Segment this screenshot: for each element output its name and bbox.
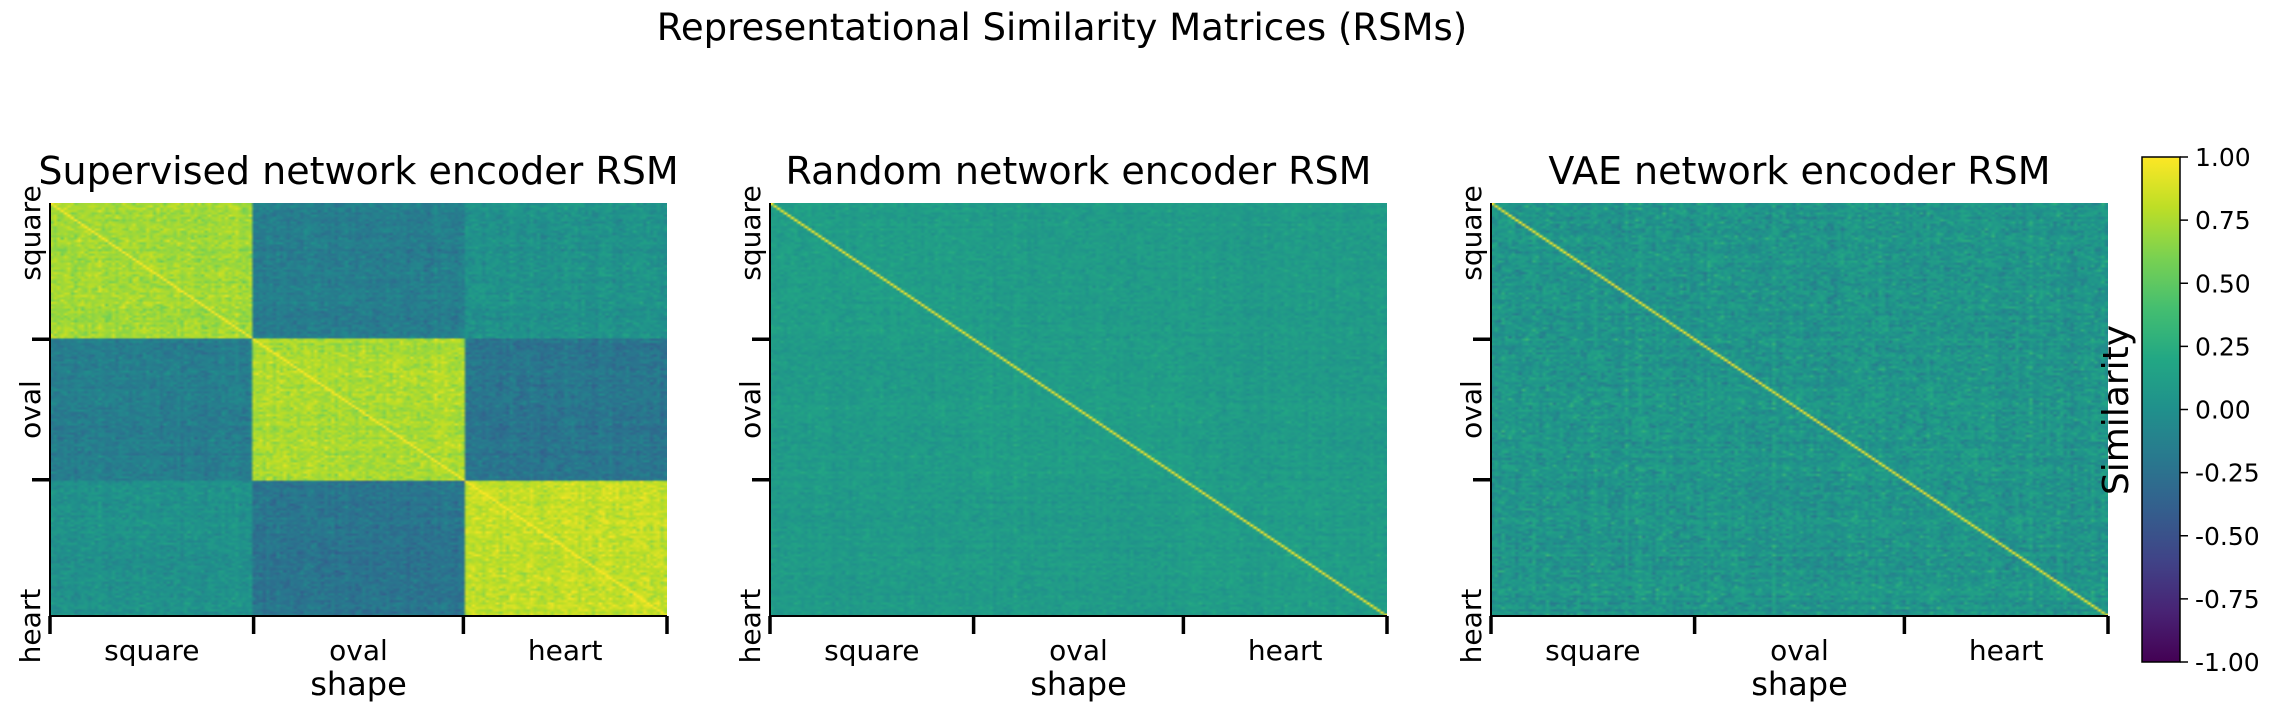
colorbar-tick-label: -0.25: [2195, 459, 2260, 488]
x-axis-label: shape: [1751, 665, 1848, 703]
colorbar-tick-label: -0.50: [2195, 522, 2260, 551]
rsm-panel-2: Random network encoder RSM square square ov…: [734, 149, 1389, 703]
rsm-panel-1: Supervised network encoder RSMsquaresqua…: [14, 149, 679, 703]
panel-title: Supervised network encoder RSM: [38, 149, 678, 193]
x-axis-label: shape: [310, 665, 407, 703]
colorbar-tick-label: 0.75: [2195, 206, 2251, 235]
y-tick-label-heart: heart: [1455, 589, 1488, 664]
x-tick-label-oval: oval: [329, 634, 388, 667]
heatmap-cells: [50, 203, 667, 616]
y-tick-label-oval: oval: [14, 380, 47, 439]
heatmap-cells: [770, 203, 1387, 616]
x-axis-label: shape: [1030, 665, 1127, 703]
colorbar-scale: [2141, 156, 2181, 663]
colorbar-tick-label: 0.25: [2195, 332, 2251, 361]
y-tick-label-square: square: [734, 185, 767, 280]
y-tick-label-square: square: [1455, 185, 1488, 280]
colorbar-tick-label: 1.00: [2195, 143, 2251, 172]
x-tick-label-heart: heart: [1969, 634, 2044, 667]
colorbar: 1.00 0.75 0.50 0.25 0.00 -0.25 -0.50 -0.75 -1.00…: [2096, 143, 2260, 677]
colorbar-tick-label: 0.00: [2195, 396, 2251, 425]
rsm-panels: Supervised network encoder RSMsquaresqua…: [14, 149, 2110, 703]
x-tick-label-heart: heart: [1248, 634, 1323, 667]
panel-title: Random network encoder RSM: [786, 149, 1372, 193]
panel-title: VAE network encoder RSM: [1548, 149, 2050, 193]
colorbar-label: Similarity: [2096, 325, 2137, 495]
x-tick-label-heart: heart: [528, 634, 603, 667]
x-tick-label-square: square: [1545, 634, 1640, 667]
rsm-panel-3: VAE network encoder RSM square square oval o…: [1455, 149, 2110, 703]
colorbar-tick-label: 0.50: [2195, 269, 2251, 298]
x-tick-label-square: square: [824, 634, 919, 667]
y-tick-label-heart: heart: [14, 589, 47, 664]
heatmap-cells: [1491, 203, 2108, 616]
y-tick-label-heart: heart: [734, 589, 767, 664]
y-tick-label-oval: oval: [1455, 380, 1488, 439]
colorbar-tick-label: -0.75: [2195, 585, 2260, 614]
x-tick-label-oval: oval: [1770, 634, 1829, 667]
x-tick-label-square: square: [104, 634, 199, 667]
y-tick-label-square: square: [14, 185, 47, 280]
x-tick-label-oval: oval: [1049, 634, 1108, 667]
y-tick-label-oval: oval: [734, 380, 767, 439]
figure-title: Representational Similarity Matrices (RS…: [657, 6, 1467, 49]
colorbar-tick-label: -1.00: [2195, 648, 2260, 677]
